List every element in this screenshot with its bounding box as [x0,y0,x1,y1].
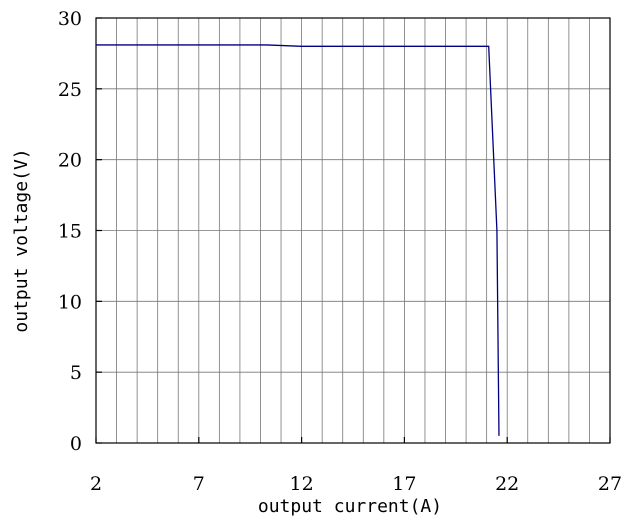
series-line [96,44,500,436]
y-tick-label: 0 [70,433,82,455]
x-tick-label: 12 [290,473,314,495]
y-tick-label: 15 [58,221,82,243]
y-tick-label: 30 [58,8,82,30]
x-tick-label: 17 [392,473,416,495]
x-tick-label: 2 [90,473,102,495]
y-axis-title: output voltage(V) [11,148,32,332]
x-tick-label: 27 [598,473,621,495]
x-tick-label: 7 [193,473,205,495]
x-tick-labels: 2 7 12 17 22 27 [90,473,621,495]
y-tick-label: 10 [58,291,82,313]
y-tick-label: 5 [70,362,82,384]
grid-lines [96,18,610,443]
x-tick-label: 22 [495,473,519,495]
y-tick-label: 25 [58,79,82,101]
y-tick-label: 20 [58,150,82,172]
x-axis-title: output current(A) [258,496,442,517]
y-tick-labels: 0 5 10 15 20 25 30 [58,8,82,455]
axis-ticks [95,17,611,444]
